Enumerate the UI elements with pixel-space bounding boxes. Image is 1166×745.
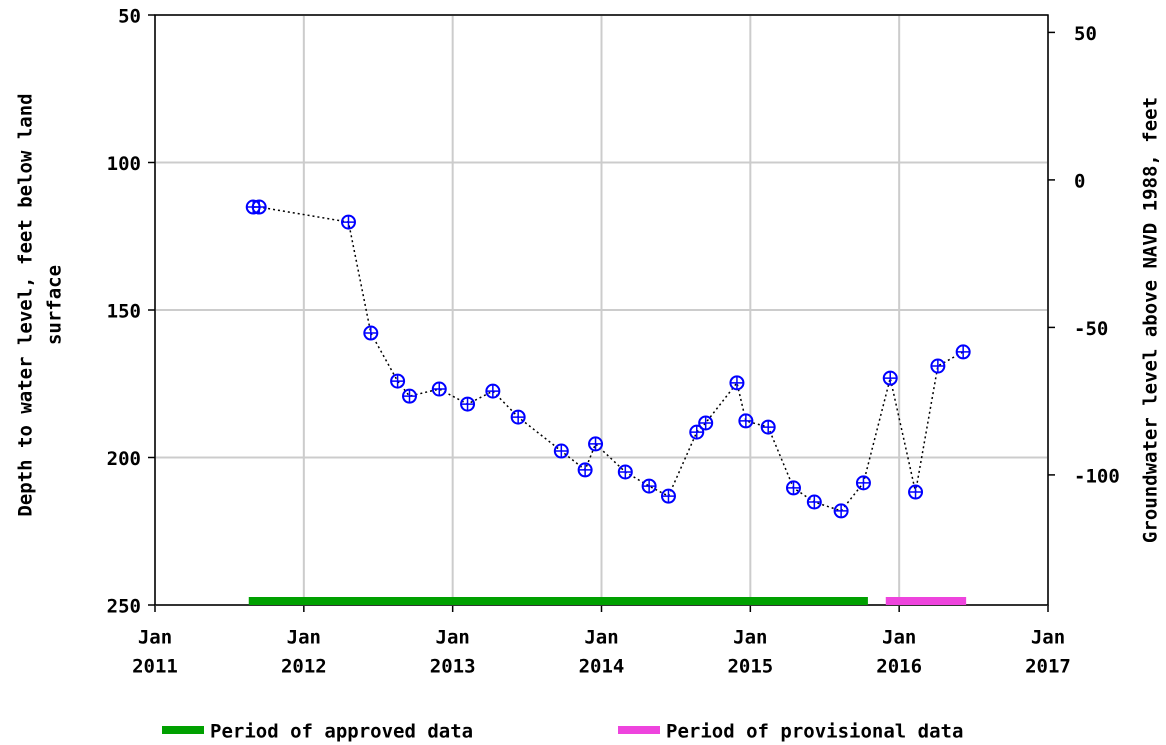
x-tick-label: Jan bbox=[584, 627, 618, 649]
point-cross bbox=[486, 384, 500, 398]
data-point bbox=[402, 388, 418, 404]
point-cross bbox=[618, 465, 632, 479]
point-cross bbox=[252, 200, 266, 214]
data-point bbox=[833, 503, 849, 519]
data-point bbox=[760, 419, 776, 435]
y-axis-title: Depth to water level, feet below land bbox=[15, 93, 37, 516]
y2-tick-label: -100 bbox=[1074, 465, 1120, 487]
x-tick-label: Jan bbox=[436, 627, 470, 649]
point-cross bbox=[661, 489, 675, 503]
x-tick-label: Jan bbox=[1031, 627, 1065, 649]
data-point bbox=[431, 381, 447, 397]
y2-axis-title: Groundwater level above NAVD 1988, feet bbox=[1140, 97, 1162, 543]
y-tick-label: 250 bbox=[107, 596, 141, 618]
data-point bbox=[882, 370, 898, 386]
data-point bbox=[510, 409, 526, 425]
data-point bbox=[955, 344, 971, 360]
point-cross bbox=[856, 476, 870, 490]
x-tick-label: 2012 bbox=[281, 656, 327, 678]
data-point bbox=[738, 413, 754, 429]
point-cross bbox=[432, 382, 446, 396]
y-axis-title: surface bbox=[44, 265, 66, 345]
data-point bbox=[806, 494, 822, 510]
y-tick-label: 200 bbox=[107, 448, 141, 470]
point-cross bbox=[589, 437, 603, 451]
data-point bbox=[363, 325, 379, 341]
point-cross bbox=[931, 359, 945, 373]
point-cross bbox=[690, 425, 704, 439]
data-point bbox=[553, 443, 569, 459]
legend-swatch bbox=[618, 726, 660, 734]
data-point bbox=[390, 373, 406, 389]
point-cross bbox=[578, 463, 592, 477]
point-cross bbox=[786, 481, 800, 495]
legend-label: Period of provisional data bbox=[666, 721, 963, 743]
y2-tick-label: -50 bbox=[1074, 318, 1108, 340]
point-cross bbox=[554, 444, 568, 458]
period-bar bbox=[248, 597, 868, 605]
legend-label: Period of approved data bbox=[210, 721, 473, 743]
x-tick-label: 2013 bbox=[430, 656, 476, 678]
series-line bbox=[253, 206, 964, 512]
point-cross bbox=[461, 397, 475, 411]
period-bar bbox=[885, 597, 967, 605]
point-cross bbox=[739, 414, 753, 428]
y-tick-label: 50 bbox=[118, 6, 141, 28]
data-point bbox=[785, 480, 801, 496]
data-point bbox=[689, 424, 705, 440]
data-point bbox=[908, 484, 924, 500]
point-cross bbox=[642, 479, 656, 493]
x-tick-label: 2015 bbox=[727, 656, 773, 678]
point-cross bbox=[403, 389, 417, 403]
point-cross bbox=[699, 416, 713, 430]
data-point bbox=[588, 436, 604, 452]
data-point bbox=[460, 396, 476, 412]
data-point bbox=[485, 383, 501, 399]
y-tick-label: 150 bbox=[107, 301, 141, 323]
y2-tick-label: 50 bbox=[1074, 23, 1097, 45]
point-cross bbox=[909, 485, 923, 499]
data-point bbox=[340, 214, 356, 230]
data-point bbox=[660, 488, 676, 504]
data-point bbox=[729, 375, 745, 391]
point-cross bbox=[391, 374, 405, 388]
x-tick-label: Jan bbox=[287, 627, 321, 649]
x-tick-label: Jan bbox=[138, 627, 172, 649]
point-cross bbox=[341, 215, 355, 229]
point-cross bbox=[956, 345, 970, 359]
x-tick-label: Jan bbox=[733, 627, 767, 649]
x-tick-label: Jan bbox=[882, 627, 916, 649]
point-cross bbox=[883, 371, 897, 385]
point-cross bbox=[761, 420, 775, 434]
data-point bbox=[930, 358, 946, 374]
data-point bbox=[617, 464, 633, 480]
data-point bbox=[577, 462, 593, 478]
data-point bbox=[641, 478, 657, 494]
point-cross bbox=[807, 495, 821, 509]
point-cross bbox=[730, 376, 744, 390]
point-cross bbox=[834, 504, 848, 518]
x-tick-label: 2017 bbox=[1025, 656, 1071, 678]
data-point bbox=[251, 199, 267, 215]
point-cross bbox=[511, 410, 525, 424]
x-tick-label: 2011 bbox=[132, 656, 178, 678]
y2-tick-label: 0 bbox=[1074, 170, 1085, 192]
legend-swatch bbox=[162, 726, 204, 734]
y-tick-label: 100 bbox=[107, 153, 141, 175]
data-point bbox=[855, 475, 871, 491]
x-tick-label: 2016 bbox=[876, 656, 922, 678]
data-point bbox=[698, 415, 714, 431]
x-tick-label: 2014 bbox=[579, 656, 625, 678]
point-cross bbox=[364, 326, 378, 340]
